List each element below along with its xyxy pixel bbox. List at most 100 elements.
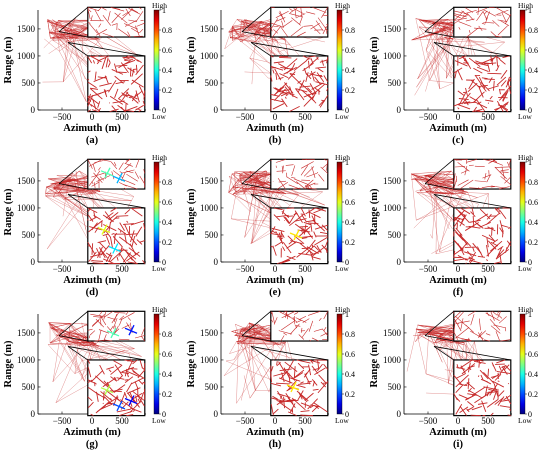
- zoom-connector: [424, 31, 454, 38]
- y-axis-label: Range (m): [369, 188, 380, 235]
- x-tick-label: 500: [115, 416, 129, 426]
- colorbar: [519, 161, 526, 263]
- zoom-connector: [67, 194, 145, 209]
- zoom-inset-upper: [270, 158, 329, 190]
- colorbar-low-label: Low: [518, 416, 532, 425]
- y-tick-label: 1500: [200, 24, 219, 34]
- y-tick-label: 1000: [17, 203, 36, 213]
- colorbar-tick-label: 0.6: [162, 350, 172, 359]
- y-tick-label: 0: [214, 409, 219, 419]
- colorbar: [153, 313, 160, 415]
- anomaly-mark: [116, 400, 123, 412]
- y-tick-label: 500: [22, 230, 36, 240]
- colorbar-tick-label: 0: [345, 410, 349, 419]
- colorbar-tick-label: 0.8: [162, 330, 172, 339]
- zoom-inset-upper: [87, 6, 146, 38]
- colorbar-tick-label: 0.8: [528, 178, 538, 187]
- colorbar-tick-label: 0.4: [162, 370, 172, 379]
- y-tick-label: 0: [31, 409, 36, 419]
- colorbar-tick-label: 0.2: [162, 86, 172, 95]
- colorbar-tick-label: 0.4: [345, 370, 355, 379]
- x-tick-label: −500: [53, 112, 72, 122]
- colorbar-tick-label: 0.4: [528, 66, 538, 75]
- colorbar-tick-label: 0.2: [528, 86, 538, 95]
- colorbar-low-label: Low: [152, 264, 166, 273]
- y-tick-label: 500: [205, 382, 219, 392]
- zoom-inset-upper: [453, 6, 512, 38]
- y-tick-label: 1000: [383, 203, 402, 213]
- panel-label: (e): [269, 287, 281, 298]
- zoom-connector: [433, 42, 511, 57]
- colorbar-tick-label: 0.2: [345, 238, 355, 247]
- colorbar-high-label: High: [152, 305, 167, 314]
- zoom-connector: [241, 31, 271, 38]
- y-tick-label: 1500: [17, 176, 36, 186]
- colorbar: [153, 161, 160, 263]
- colorbar-tick-label: 0.4: [528, 218, 538, 227]
- y-tick-label: 0: [31, 105, 36, 115]
- zoom-connector: [241, 158, 272, 184]
- anomaly-mark: [104, 167, 111, 179]
- zoom-connector: [67, 346, 89, 361]
- colorbar-tick-label: 0: [162, 410, 166, 419]
- zoom-connector: [58, 335, 88, 342]
- colorbar-tick-label: 0.8: [162, 178, 172, 187]
- x-tick-label: 0: [273, 264, 278, 274]
- zoom-connector: [250, 42, 272, 57]
- y-axis-label: Range (m): [369, 36, 380, 83]
- colorbar-low-label: Low: [335, 112, 349, 121]
- colorbar-tick-label: 0.6: [345, 198, 355, 207]
- y-tick-label: 500: [388, 230, 402, 240]
- x-tick-label: 0: [90, 264, 95, 274]
- colorbar-tick-label: 0.8: [345, 26, 355, 35]
- y-axis-label: Range (m): [186, 36, 197, 83]
- colorbar-tick-label: 0.8: [345, 178, 355, 187]
- zoom-inset-upper: [453, 158, 512, 190]
- x-axis-label: Azimuth (m): [63, 275, 121, 286]
- x-tick-label: −500: [419, 264, 438, 274]
- colorbar-low-label: Low: [518, 264, 532, 273]
- y-tick-label: 0: [214, 105, 219, 115]
- zoom-connector: [67, 194, 89, 209]
- zoom-connector: [433, 346, 455, 361]
- colorbar: [336, 161, 343, 263]
- colorbar-tick-label: 0: [345, 258, 349, 267]
- zoom-connector: [241, 335, 271, 342]
- x-tick-label: 500: [481, 112, 495, 122]
- x-axis-label: Azimuth (m): [63, 123, 121, 134]
- x-tick-label: 0: [456, 264, 461, 274]
- zoom-connector: [67, 42, 89, 57]
- zoom-connector: [433, 194, 455, 209]
- y-tick-label: 500: [205, 230, 219, 240]
- colorbar-high-label: High: [518, 305, 533, 314]
- colorbar-tick-label: 0.6: [162, 46, 172, 55]
- zoom-connector: [241, 310, 272, 336]
- colorbar-tick-label: 1: [345, 6, 349, 15]
- colorbar-tick-label: 0.4: [345, 66, 355, 75]
- y-tick-label: 1500: [383, 176, 402, 186]
- x-axis-label: Azimuth (m): [246, 123, 304, 134]
- zoom-connector: [58, 183, 88, 190]
- y-tick-label: 1500: [200, 176, 219, 186]
- anomaly-mark: [112, 243, 119, 254]
- zoom-connector: [433, 194, 511, 209]
- colorbar-tick-label: 1: [162, 6, 166, 15]
- y-tick-label: 1500: [17, 328, 36, 338]
- y-tick-label: 500: [205, 78, 219, 88]
- y-tick-label: 0: [397, 409, 402, 419]
- anomaly-mark: [116, 172, 123, 184]
- colorbar-high-label: High: [335, 1, 350, 10]
- y-tick-label: 1000: [383, 51, 402, 61]
- zoom-connector: [67, 42, 145, 57]
- colorbar-high-label: High: [518, 1, 533, 10]
- panel-label: (c): [452, 135, 464, 146]
- zoom-connector: [67, 346, 145, 361]
- anomaly-mark: [128, 324, 135, 336]
- colorbar-tick-label: 0.4: [162, 218, 172, 227]
- y-axis-label: Range (m): [3, 340, 14, 387]
- colorbar-tick-label: 0.6: [528, 198, 538, 207]
- zoom-connector: [58, 31, 88, 38]
